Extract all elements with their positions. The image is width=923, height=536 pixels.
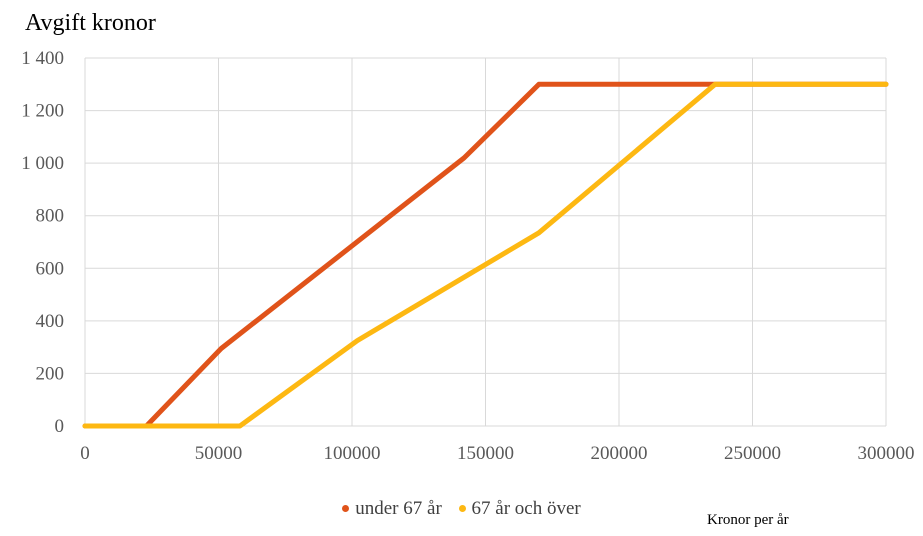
y-tick-label: 600 bbox=[36, 258, 65, 279]
x-tick-label: 50000 bbox=[195, 443, 243, 464]
chart-title: Avgift kronor bbox=[25, 10, 156, 36]
grid-lines bbox=[84, 57, 887, 427]
y-tick-label: 1 200 bbox=[21, 101, 64, 122]
legend-marker-67-and-over bbox=[458, 505, 466, 512]
y-tick-label: 1 400 bbox=[21, 48, 64, 69]
x-tick-label: 150000 bbox=[457, 443, 514, 464]
x-tick-label: 200000 bbox=[591, 443, 648, 464]
y-tick-label: 800 bbox=[36, 206, 65, 227]
x-tick-label: 300000 bbox=[858, 443, 915, 464]
y-tick-label: 400 bbox=[36, 311, 65, 332]
series-lines bbox=[82, 81, 889, 429]
x-axis-ticks: 0 50000 100000 150000 200000 250000 300000 bbox=[80, 443, 914, 464]
y-tick-label: 200 bbox=[36, 363, 65, 384]
x-axis-label: Kronor per år bbox=[707, 512, 789, 528]
x-tick-label: 100000 bbox=[324, 443, 381, 464]
legend: under 67 år 67 år och över bbox=[0, 496, 923, 520]
legend-marker-under-67 bbox=[342, 505, 350, 512]
x-tick-label: 0 bbox=[80, 443, 90, 464]
y-axis-ticks: 0 200 400 600 800 1 000 1 200 1 400 bbox=[21, 48, 64, 437]
legend-item-under-67: under 67 år bbox=[342, 498, 442, 520]
legend-item-67-and-over: 67 år och över bbox=[458, 497, 581, 520]
legend-label-67-and-over: 67 år och över bbox=[471, 497, 581, 519]
series-line-1 bbox=[82, 81, 889, 429]
legend-label-under-67: under 67 år bbox=[355, 497, 442, 519]
y-tick-label: 0 bbox=[55, 416, 65, 437]
x-tick-label: 250000 bbox=[724, 443, 781, 464]
y-tick-label: 1 000 bbox=[21, 153, 64, 174]
